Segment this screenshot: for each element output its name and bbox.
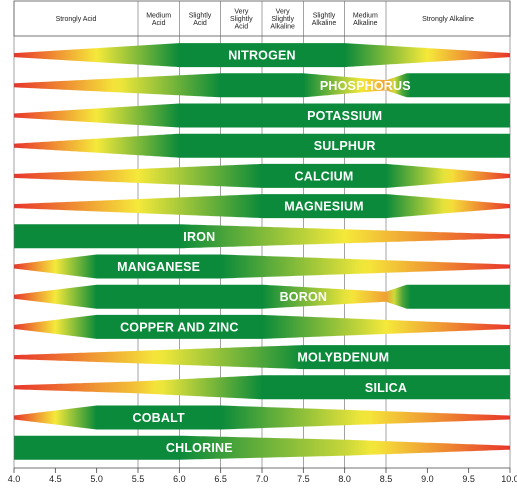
band-label: SULPHUR bbox=[314, 139, 376, 153]
band-chlorine bbox=[14, 435, 510, 460]
band-label: MANGANESE bbox=[117, 260, 200, 274]
band-label: SILICA bbox=[365, 381, 407, 395]
band-molybdenum bbox=[14, 345, 510, 370]
band-calcium bbox=[14, 163, 510, 188]
band-label: POTASSIUM bbox=[307, 109, 382, 123]
tick-label: 10.0 bbox=[501, 474, 517, 484]
zone-label: Medium Acid bbox=[146, 12, 171, 27]
tick-label: 8.5 bbox=[380, 474, 393, 484]
band-silica bbox=[14, 375, 510, 400]
band-label: PHOSPHORUS bbox=[320, 79, 411, 93]
band-manganese bbox=[14, 254, 510, 279]
band-label: CALCIUM bbox=[294, 169, 353, 183]
tick-label: 6.0 bbox=[173, 474, 186, 484]
tick-label: 9.5 bbox=[462, 474, 475, 484]
zone-label: Strongly Alkaline bbox=[422, 16, 474, 23]
band-magnesium bbox=[14, 194, 510, 219]
band-label: BORON bbox=[280, 290, 328, 304]
tick-label: 4.5 bbox=[49, 474, 62, 484]
ph-axis: 4.0 4.5 5.0 5.5 6.0 6.5 7.0 7.5 8.0 8.5 9.0 9.5 10.0 bbox=[8, 1, 517, 484]
nutrient-bands: NITROGEN PHOSPHORUS POTASSIUM SULPHUR CALCIU… bbox=[14, 43, 510, 460]
band-label: MOLYBDENUM bbox=[297, 351, 389, 365]
band-nitrogen bbox=[14, 43, 510, 68]
band-label: CHLORINE bbox=[166, 441, 233, 455]
band-iron bbox=[14, 224, 510, 249]
zone-label: Very Slightly Alkaline bbox=[270, 9, 295, 31]
tick-label: 4.0 bbox=[8, 474, 21, 484]
band-phosphorus bbox=[14, 73, 510, 98]
band-sulphur bbox=[14, 133, 510, 158]
zone-label: Medium Alkaline bbox=[353, 12, 378, 27]
tick-label: 6.5 bbox=[214, 474, 227, 484]
band-label: NITROGEN bbox=[228, 49, 296, 63]
band-label: IRON bbox=[183, 230, 215, 244]
tick-label: 7.0 bbox=[256, 474, 269, 484]
band-copper-and-zinc bbox=[14, 314, 510, 339]
tick-label: 7.5 bbox=[297, 474, 310, 484]
zone-label: Slightly Acid bbox=[189, 12, 212, 27]
tick-label: 5.0 bbox=[90, 474, 103, 484]
zone-label: Strongly Acid bbox=[56, 16, 97, 23]
band-label: COBALT bbox=[132, 411, 185, 425]
zone-label: Slightly Alkaline bbox=[312, 12, 337, 27]
band-potassium bbox=[14, 103, 510, 128]
band-label: MAGNESIUM bbox=[284, 200, 364, 214]
band-label: COPPER AND ZINC bbox=[120, 320, 239, 334]
band-cobalt bbox=[14, 405, 510, 430]
tick-label: 8.0 bbox=[338, 474, 351, 484]
band-boron bbox=[14, 284, 510, 309]
zone-label: Very Slightly Acid bbox=[230, 9, 253, 31]
tick-label: 9.0 bbox=[421, 474, 434, 484]
tick-label: 5.5 bbox=[132, 474, 145, 484]
